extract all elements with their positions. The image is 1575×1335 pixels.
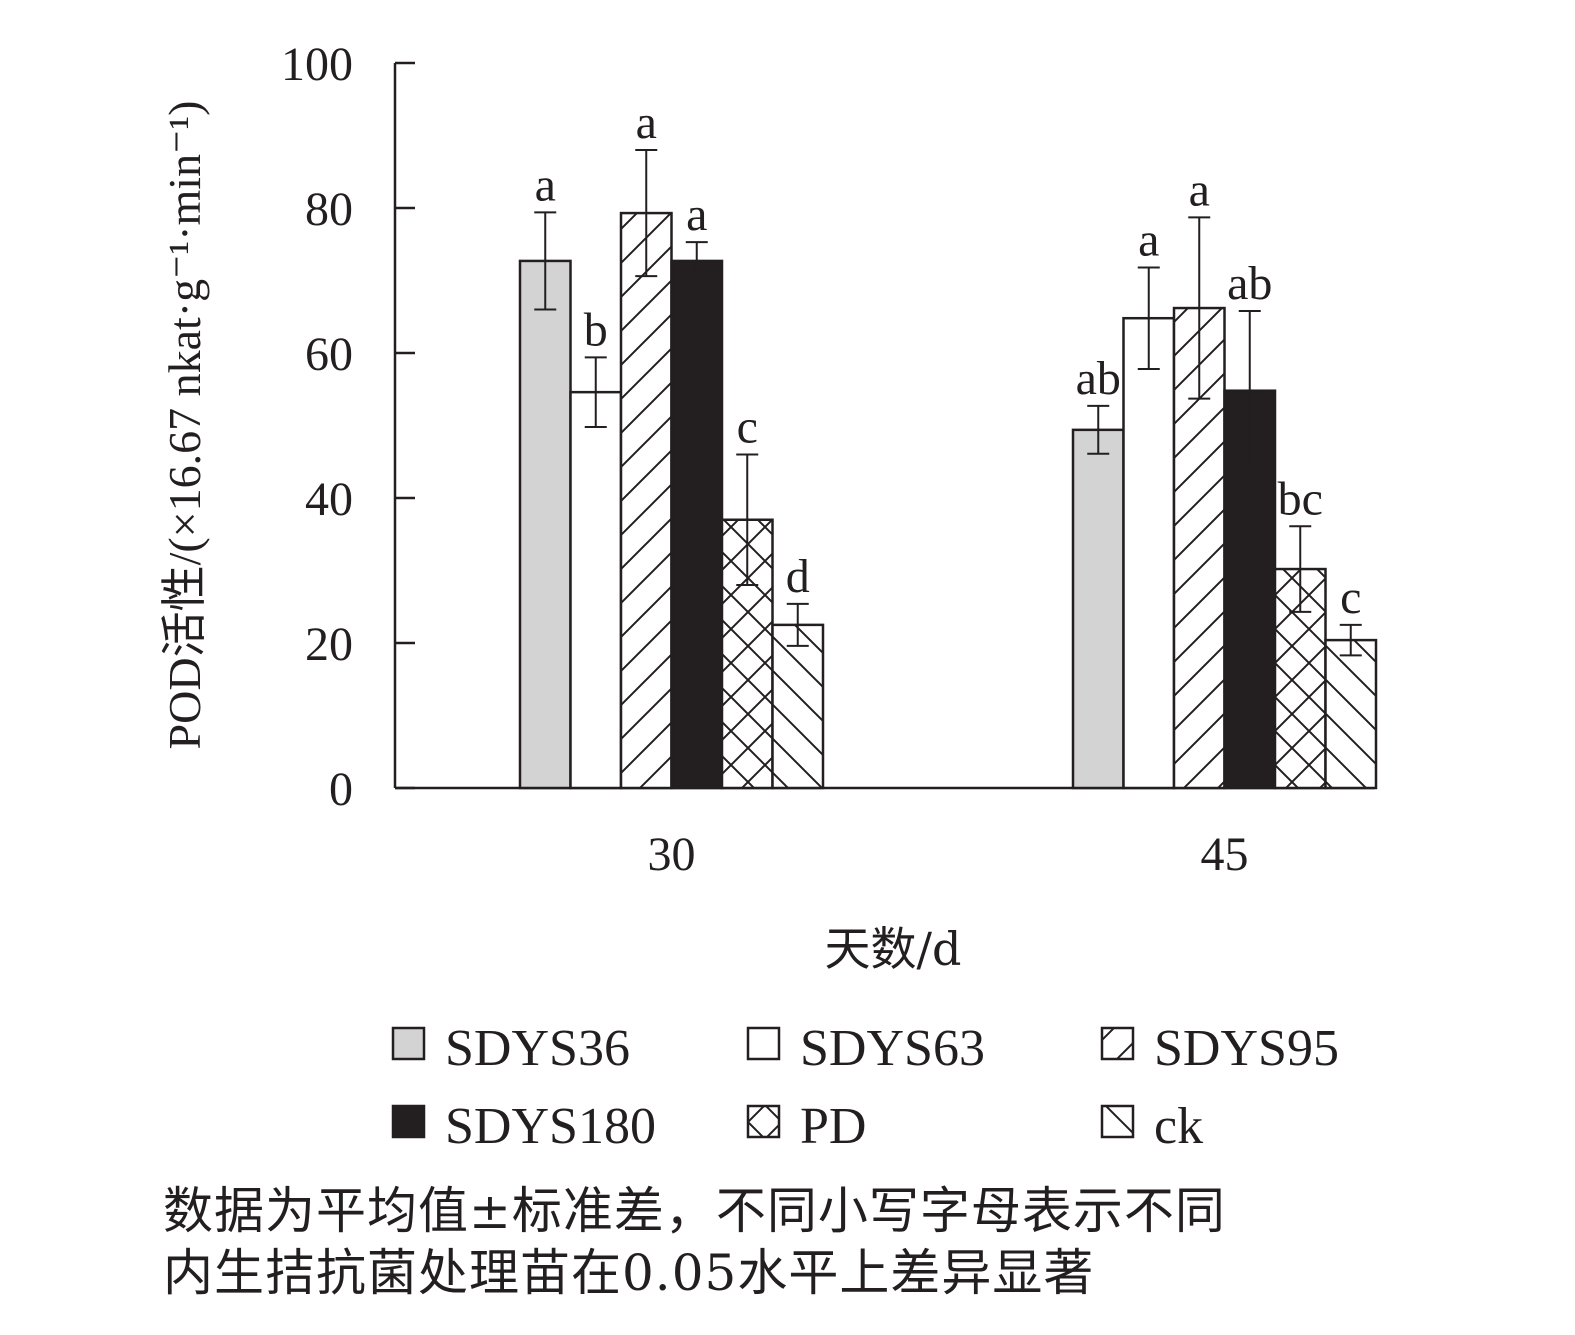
significance-letter: a bbox=[686, 188, 707, 241]
significance-letter: bc bbox=[1278, 472, 1323, 525]
significance-letter: a bbox=[535, 158, 556, 211]
bar-SDYS36-30 bbox=[518, 259, 572, 790]
significance-letter: c bbox=[737, 401, 758, 454]
x-tick-label: 45 bbox=[1201, 828, 1249, 881]
legend-swatch-SDYS95 bbox=[1100, 1026, 1135, 1061]
y-tick-label: 60 bbox=[305, 328, 353, 381]
x-axis-label: 天数/d bbox=[825, 922, 962, 976]
bar-ck-45 bbox=[1324, 638, 1378, 790]
legend-label-SDYS63: SDYS63 bbox=[800, 1020, 985, 1077]
y-tick-label: 40 bbox=[305, 473, 353, 526]
significance-letter: a bbox=[1189, 163, 1210, 216]
caption-line-1: 数据为平均值±标准差，不同小写字母表示不同 bbox=[163, 1182, 1226, 1240]
significance-letter: ab bbox=[1076, 352, 1121, 405]
significance-letter: a bbox=[1138, 213, 1159, 266]
y-tick-label: 100 bbox=[281, 38, 353, 91]
caption-line-2: 内生拮抗菌处理苗在0.05水平上差异显著 bbox=[163, 1244, 1095, 1302]
significance-letter: a bbox=[636, 96, 657, 149]
legend-label-SDYS36: SDYS36 bbox=[445, 1020, 630, 1077]
significance-letter: d bbox=[786, 550, 810, 603]
legend-label-SDYS95: SDYS95 bbox=[1154, 1020, 1339, 1077]
legend-swatch-SDYS180 bbox=[391, 1104, 426, 1139]
x-tick-label: 30 bbox=[648, 828, 696, 881]
legend-swatch-SDYS36 bbox=[391, 1026, 426, 1061]
significance-letter: ab bbox=[1227, 257, 1272, 310]
legend-swatch-ck bbox=[1100, 1104, 1135, 1139]
legend: SDYS36 SDYS63 SDYS95 SDYS180 PD ck bbox=[391, 1020, 1339, 1155]
bar-ck-30 bbox=[771, 623, 825, 790]
y-tick-label: 20 bbox=[305, 618, 353, 671]
axes: 0 20 40 60 80 100 30 45 bbox=[281, 38, 1375, 881]
bar-SDYS63-30 bbox=[569, 390, 623, 790]
bar-SDYS63-45 bbox=[1122, 316, 1176, 790]
y-tick-label: 80 bbox=[305, 183, 353, 236]
legend-label-ck: ck bbox=[1154, 1098, 1203, 1155]
significance-letter: b bbox=[584, 303, 608, 356]
bar-SDYS36-45 bbox=[1071, 428, 1125, 790]
legend-label-SDYS180: SDYS180 bbox=[445, 1098, 656, 1155]
legend-swatch-SDYS63 bbox=[746, 1026, 781, 1061]
bar-SDYS180-30 bbox=[670, 259, 724, 790]
legend-label-PD: PD bbox=[800, 1098, 866, 1155]
y-axis-label: POD活性/(×16.67 nkat·g⁻¹·min⁻¹) bbox=[159, 101, 210, 750]
legend-swatch-PD bbox=[746, 1104, 781, 1139]
y-tick-label: 0 bbox=[329, 763, 353, 816]
significance-letter: c bbox=[1340, 571, 1361, 624]
figure-caption: 数据为平均值±标准差，不同小写字母表示不同 内生拮抗菌处理苗在0.05水平上差异… bbox=[163, 1180, 1226, 1304]
bar-SDYS95-30 bbox=[619, 211, 673, 790]
